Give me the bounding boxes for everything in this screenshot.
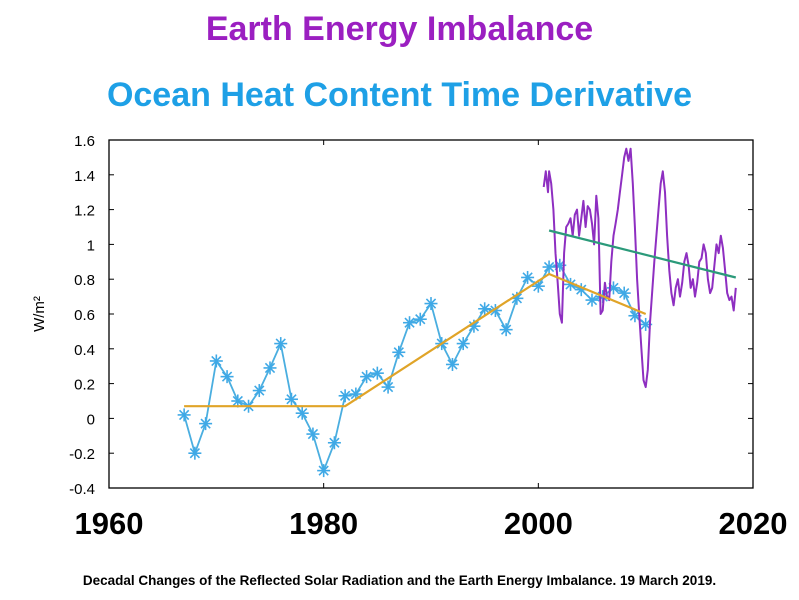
star-arm bbox=[372, 367, 383, 379]
data-point bbox=[413, 312, 427, 326]
data-point bbox=[585, 293, 599, 307]
star-arm bbox=[286, 394, 297, 405]
data-point bbox=[521, 270, 535, 284]
star-arm bbox=[275, 338, 286, 349]
data-point bbox=[188, 446, 202, 460]
y-tick-label: 1.2 bbox=[74, 203, 95, 220]
star-arm bbox=[458, 338, 469, 349]
figure-caption: Decadal Changes of the Reflected Solar R… bbox=[82, 573, 717, 588]
series-3 bbox=[548, 229, 737, 279]
data-point bbox=[274, 337, 288, 351]
plot-frame bbox=[108, 139, 754, 489]
data-point bbox=[295, 406, 309, 420]
star-arm bbox=[254, 385, 265, 396]
data-point bbox=[478, 302, 492, 316]
data-point bbox=[617, 286, 631, 300]
star-arm bbox=[339, 390, 351, 401]
star-arm bbox=[468, 321, 480, 332]
chart-subtitle: Ocean Heat Content Time Derivative bbox=[106, 76, 693, 114]
star-arm bbox=[586, 294, 598, 306]
star-arm bbox=[361, 371, 372, 382]
star-arm bbox=[543, 261, 555, 273]
data-point bbox=[445, 357, 459, 371]
star-arm bbox=[511, 293, 523, 304]
star-arm bbox=[576, 284, 587, 295]
star-arm bbox=[297, 408, 308, 419]
x-tick-label: 2020 bbox=[719, 506, 788, 541]
star-arm bbox=[382, 381, 394, 393]
x-tick-label: 2000 bbox=[504, 506, 573, 541]
data-point bbox=[542, 260, 556, 274]
y-tick-label: 0.8 bbox=[74, 272, 95, 289]
series-2 bbox=[184, 272, 647, 408]
data-point bbox=[499, 323, 513, 337]
star-arm bbox=[533, 280, 544, 292]
data-point bbox=[392, 345, 406, 359]
trend-line bbox=[548, 229, 737, 279]
data-point bbox=[327, 436, 341, 450]
star-arm bbox=[619, 287, 630, 299]
data-point bbox=[209, 354, 223, 368]
star-arm bbox=[447, 359, 458, 370]
y-tick-label: 0.4 bbox=[74, 342, 95, 359]
series-line bbox=[183, 264, 647, 472]
chart-title: Earth Energy Imbalance bbox=[205, 10, 594, 48]
y-tick-label: 1.6 bbox=[74, 133, 95, 150]
star-arm bbox=[425, 298, 437, 309]
trend-line bbox=[184, 272, 647, 408]
y-axis-label: W/m² bbox=[31, 296, 48, 332]
star-arm bbox=[479, 303, 490, 314]
star-arm bbox=[211, 355, 222, 367]
series-line bbox=[542, 147, 737, 389]
y-tick-label: -0.2 bbox=[69, 446, 95, 463]
star-arm bbox=[393, 347, 404, 358]
star-arm bbox=[318, 465, 329, 476]
data-point bbox=[360, 370, 374, 384]
x-tick-label: 1980 bbox=[289, 506, 358, 541]
star-arm bbox=[565, 279, 576, 290]
data-point bbox=[403, 316, 417, 330]
y-tick-label: 0.6 bbox=[74, 307, 95, 324]
data-point bbox=[370, 366, 384, 380]
data-point bbox=[252, 384, 266, 398]
data-point bbox=[424, 297, 438, 311]
y-tick-label: 1.4 bbox=[74, 168, 95, 185]
data-point bbox=[456, 337, 470, 351]
data-point bbox=[231, 394, 245, 408]
series-1 bbox=[542, 147, 737, 389]
star-arm bbox=[350, 388, 362, 400]
star-arm bbox=[221, 371, 233, 382]
data-point bbox=[317, 464, 331, 478]
y-tick-label: 1 bbox=[87, 237, 95, 254]
star-arm bbox=[200, 418, 211, 429]
data-point bbox=[338, 389, 352, 403]
axes: -0.4 -0.2 0 0.2 0.4 0.6 0.8 1 1.2 1.4 1.6 1960 1980 2… bbox=[31, 133, 787, 541]
star-arm bbox=[522, 272, 533, 283]
star-arm bbox=[307, 428, 319, 440]
star-arm bbox=[264, 362, 276, 374]
star-arm bbox=[415, 314, 426, 325]
y-tick-label: -0.4 bbox=[69, 481, 95, 498]
star-arm bbox=[178, 409, 190, 421]
star-arm bbox=[629, 310, 641, 321]
star-arm bbox=[232, 395, 243, 407]
data-point bbox=[220, 370, 234, 384]
x-tick-label: 1960 bbox=[75, 506, 144, 541]
data-point bbox=[263, 361, 277, 375]
star-arm bbox=[640, 319, 651, 330]
data-point bbox=[177, 408, 191, 422]
star-arm bbox=[329, 437, 340, 448]
series-0 bbox=[177, 258, 653, 478]
data-point bbox=[381, 380, 395, 394]
star-arm bbox=[404, 317, 415, 328]
star-arm bbox=[189, 448, 201, 459]
series-layer bbox=[177, 147, 737, 478]
data-point bbox=[306, 427, 320, 441]
y-tick-label: 0 bbox=[87, 411, 95, 428]
y-tick-label: 0.2 bbox=[74, 377, 95, 394]
data-point bbox=[284, 392, 298, 406]
star-arm bbox=[500, 324, 512, 335]
data-point bbox=[199, 417, 213, 431]
